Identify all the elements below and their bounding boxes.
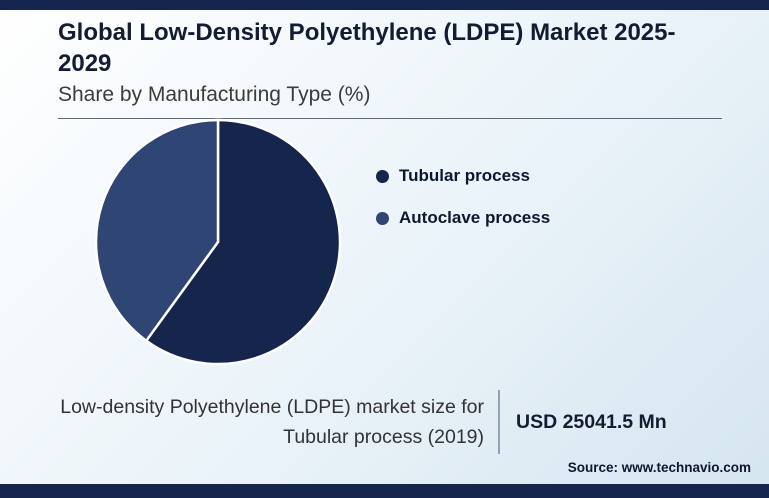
chart-legend: Tubular process Autoclave process bbox=[376, 166, 550, 250]
market-size-caption: Low-density Polyethylene (LDPE) market s… bbox=[60, 395, 484, 448]
chart-subtitle: Share by Manufacturing Type (%) bbox=[58, 83, 371, 107]
legend-bullet-tubular bbox=[376, 169, 389, 183]
pie-chart bbox=[94, 118, 342, 366]
market-size-callout: Low-density Polyethylene (LDPE) market s… bbox=[0, 390, 667, 454]
chart-area: Tubular process Autoclave process bbox=[92, 116, 550, 368]
market-size-value: USD 25041.5 Mn bbox=[516, 410, 667, 433]
chart-title: Global Low-Density Polyethylene (LDPE) M… bbox=[58, 19, 676, 77]
legend-label-tubular: Tubular process bbox=[399, 166, 530, 185]
legend-bullet-autoclave bbox=[376, 211, 389, 225]
chart-header: Global Low-Density Polyethylene (LDPE) M… bbox=[58, 18, 726, 119]
header-divider bbox=[58, 117, 722, 119]
top-accent-bar bbox=[0, 0, 769, 10]
pie-slice-1 bbox=[94, 118, 220, 342]
source-attribution: Source: www.technavio.com bbox=[567, 460, 751, 475]
callout-divider bbox=[498, 390, 500, 454]
pie-slice-0 bbox=[145, 118, 342, 366]
legend-label-autoclave: Autoclave process bbox=[399, 208, 551, 227]
bottom-accent-bar bbox=[0, 484, 769, 498]
legend-item-tubular: Tubular process bbox=[376, 166, 550, 186]
legend-item-autoclave: Autoclave process bbox=[376, 208, 550, 228]
